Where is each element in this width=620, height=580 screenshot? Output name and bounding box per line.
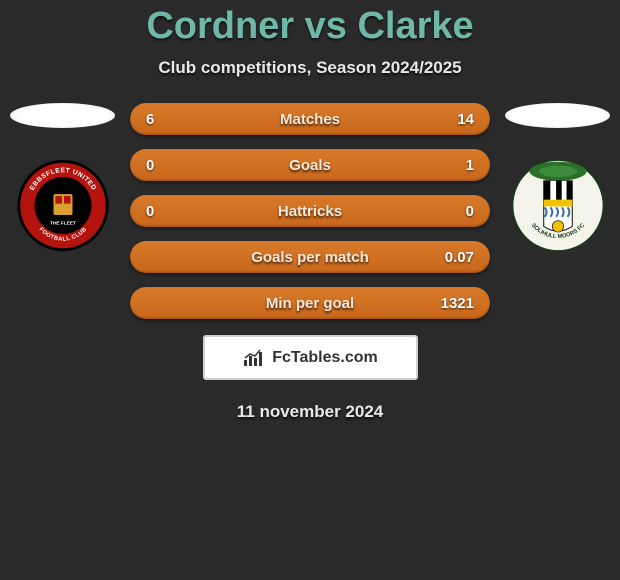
right-player-side: SOLIHULL MOORS FC bbox=[500, 103, 615, 253]
stat-value-left: 0 bbox=[146, 157, 186, 174]
left-club-badge: EBBSFLEET UNITED FOOTBALL CLUB THE FLEET bbox=[13, 158, 113, 253]
left-player-side: EBBSFLEET UNITED FOOTBALL CLUB THE FLEET bbox=[5, 103, 120, 253]
stat-label: Matches bbox=[186, 111, 434, 128]
right-club-badge: SOLIHULL MOORS FC bbox=[508, 158, 608, 253]
date-label: 11 november 2024 bbox=[0, 402, 620, 422]
stat-row: 6 Matches 14 bbox=[130, 103, 490, 135]
stat-label: Min per goal bbox=[186, 295, 434, 312]
stat-value-right: 0 bbox=[434, 203, 474, 220]
stat-row: 0 Hattricks 0 bbox=[130, 195, 490, 227]
subtitle: Club competitions, Season 2024/2025 bbox=[0, 58, 620, 78]
brand-text: FcTables.com bbox=[272, 349, 378, 367]
stat-value-right: 1 bbox=[434, 157, 474, 174]
page-title: Cordner vs Clarke bbox=[0, 5, 620, 48]
stat-value-left: 0 bbox=[146, 203, 186, 220]
stat-row: 0 Goals 1 bbox=[130, 149, 490, 181]
brand-badge: FcTables.com bbox=[203, 335, 418, 380]
stat-row: Goals per match 0.07 bbox=[130, 241, 490, 273]
stat-label: Hattricks bbox=[186, 203, 434, 220]
stat-value-left: 6 bbox=[146, 111, 186, 128]
stat-label: Goals per match bbox=[186, 249, 434, 266]
stat-row: Min per goal 1321 bbox=[130, 287, 490, 319]
stat-value-right: 0.07 bbox=[434, 249, 474, 266]
svg-text:THE FLEET: THE FLEET bbox=[50, 221, 76, 227]
stat-label: Goals bbox=[186, 157, 434, 174]
comparison-layout: EBBSFLEET UNITED FOOTBALL CLUB THE FLEET… bbox=[0, 103, 620, 319]
right-player-placeholder bbox=[505, 103, 610, 128]
stats-column: 6 Matches 14 0 Goals 1 0 Hattricks 0 Goa… bbox=[120, 103, 500, 319]
left-player-placeholder bbox=[10, 103, 115, 128]
chart-icon bbox=[242, 348, 266, 368]
stat-value-right: 1321 bbox=[434, 295, 474, 312]
stat-value-right: 14 bbox=[434, 111, 474, 128]
